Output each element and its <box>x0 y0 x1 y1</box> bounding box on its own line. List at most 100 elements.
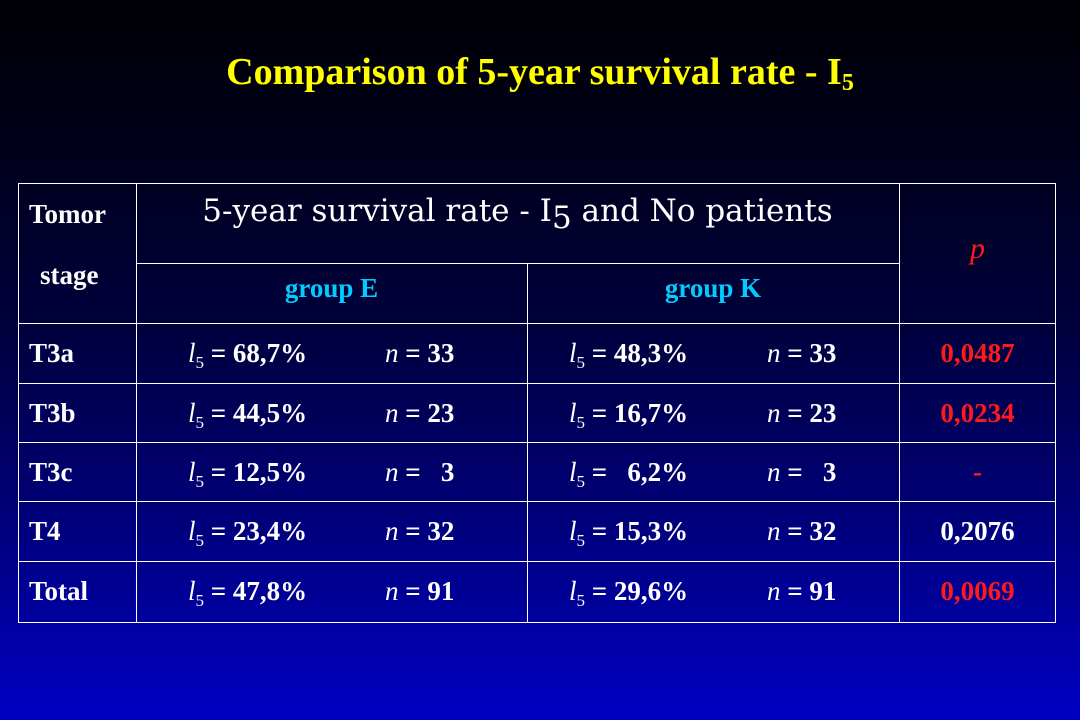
group-e-count-symbol: n <box>385 457 399 487</box>
group-e-rate-value: = 12,5% <box>204 457 308 487</box>
group-k-count-symbol: n <box>767 338 781 368</box>
grid-line-top <box>18 183 1056 184</box>
group-k-count: n = 23 <box>767 397 836 429</box>
group-e-rate: l5 = 68,7% <box>188 337 307 372</box>
group-e-count-symbol: n <box>385 398 399 428</box>
group-k-rate-subscript: 5 <box>576 353 586 372</box>
group-e-rate-symbol: l <box>188 457 196 487</box>
group-k-rate: l5 = 48,3% <box>569 337 689 372</box>
group-e-count: n = 33 <box>385 337 454 369</box>
group-e-count-value: = 33 <box>398 338 455 368</box>
group-e-count-value: = 3 <box>398 457 455 487</box>
survival-rate-header-subscript: 5 <box>551 200 572 236</box>
group-k-rate-symbol: l <box>569 457 577 487</box>
row-p-value: 0,0234 <box>940 398 1015 428</box>
grid-line-row-2 <box>18 442 1056 443</box>
group-e-rate-subscript: 5 <box>195 353 205 372</box>
grid-line-header-mid <box>136 263 899 264</box>
group-k-count-symbol: n <box>767 516 781 546</box>
group-e-count: n = 32 <box>385 515 454 547</box>
group-e-count-symbol: n <box>385 516 399 546</box>
group-k-count-symbol: n <box>767 457 781 487</box>
group-k-rate-symbol: l <box>569 398 577 428</box>
slide-title-subscript: 5 <box>841 70 854 96</box>
group-e-rate-subscript: 5 <box>195 531 205 550</box>
slide-title-text: Comparison of 5-year survival rate - I <box>226 51 842 93</box>
group-k-rate: l5 = 29,6% <box>569 575 689 610</box>
group-k-rate-value: = 29,6% <box>585 576 689 606</box>
grid-line-row-4 <box>18 561 1056 562</box>
group-e-count: n = 3 <box>385 456 454 488</box>
group-k-rate-subscript: 5 <box>576 591 586 610</box>
group-k-count: n = 91 <box>767 575 836 607</box>
group-e-rate-subscript: 5 <box>195 413 205 432</box>
group-k-count: n = 33 <box>767 337 836 369</box>
group-k-count: n = 32 <box>767 515 836 547</box>
row-stage: Total <box>29 576 89 606</box>
grid-line-header-bottom <box>18 323 1056 324</box>
group-k-rate: l5 = 15,3% <box>569 515 688 550</box>
group-k-count: n = 3 <box>767 456 836 488</box>
group-e-rate-symbol: l <box>188 576 196 606</box>
slide-title: Comparison of 5-year survival rate - I5 <box>0 48 1080 96</box>
survival-rate-header: 5-year survival rate - I5 and No patient… <box>136 193 899 234</box>
row-p-value: 0,0069 <box>940 576 1015 606</box>
group-k-rate-value: = 6,2% <box>585 457 689 487</box>
grid-line-row-1 <box>18 383 1056 384</box>
row-p-value: 0,2076 <box>940 516 1015 546</box>
group-k-rate-subscript: 5 <box>576 413 586 432</box>
group-e-rate: l5 = 23,4% <box>188 515 308 550</box>
row-stage: T3c <box>29 457 73 487</box>
grid-line-stage-col <box>136 183 137 623</box>
row-p-value: - <box>973 457 982 487</box>
survival-rate-header-text: 5-year survival rate - I <box>202 193 552 229</box>
group-e-count: n = 23 <box>385 397 454 429</box>
group-k-rate-value: = 16,7% <box>585 398 689 428</box>
grid-line-row-3 <box>18 501 1056 502</box>
stage-header-line2: stage <box>40 260 99 290</box>
survival-rate-header-suffix: and No patients <box>571 193 833 229</box>
group-e-rate-subscript: 5 <box>195 591 205 610</box>
survival-table: Tomor stage 5-year survival rate - I5 an… <box>18 183 1056 623</box>
group-k-count-symbol: n <box>767 576 781 606</box>
grid-line-left <box>18 183 19 623</box>
group-e-rate-symbol: l <box>188 398 196 428</box>
grid-line-right <box>1055 183 1056 623</box>
row-stage: T3a <box>29 338 75 368</box>
group-e-count-value: = 91 <box>398 576 455 606</box>
grid-line-group-divider <box>527 263 528 623</box>
p-value-header: p <box>970 232 985 265</box>
group-e-rate-symbol: l <box>188 338 196 368</box>
group-k-count-value: = 32 <box>780 516 837 546</box>
row-p-value: 0,0487 <box>940 338 1015 368</box>
group-e-rate: l5 = 47,8% <box>188 575 308 610</box>
group-e-rate-value: = 23,4% <box>204 516 308 546</box>
group-e-count-symbol: n <box>385 338 399 368</box>
group-k-count-value: = 91 <box>780 576 837 606</box>
grid-line-p-col <box>899 183 900 623</box>
group-e-header: group E <box>284 273 379 303</box>
group-e-rate-value: = 44,5% <box>204 398 308 428</box>
row-stage: T4 <box>29 516 61 546</box>
group-k-rate-value: = 48,3% <box>585 338 689 368</box>
group-k-header: group K <box>664 273 762 303</box>
group-e-rate-symbol: l <box>188 516 196 546</box>
group-k-rate-symbol: l <box>569 576 577 606</box>
group-k-count-value: = 33 <box>780 338 837 368</box>
row-stage: T3b <box>29 398 76 428</box>
group-k-rate-subscript: 5 <box>576 531 586 550</box>
group-k-rate-symbol: l <box>569 338 577 368</box>
group-e-rate-value: = 47,8% <box>204 576 308 606</box>
group-e-count-symbol: n <box>385 576 399 606</box>
grid-line-bottom <box>18 622 1056 623</box>
group-k-count-symbol: n <box>767 398 781 428</box>
group-k-rate-symbol: l <box>569 516 577 546</box>
stage-header-line1: Tomor <box>29 199 107 229</box>
group-e-rate-subscript: 5 <box>195 472 205 491</box>
group-k-count-value: = 3 <box>780 457 837 487</box>
group-k-rate: l5 = 6,2% <box>569 456 689 491</box>
group-e-count-value: = 32 <box>398 516 455 546</box>
group-e-count: n = 91 <box>385 575 454 607</box>
group-k-rate-subscript: 5 <box>576 472 586 491</box>
group-k-count-value: = 23 <box>780 398 837 428</box>
